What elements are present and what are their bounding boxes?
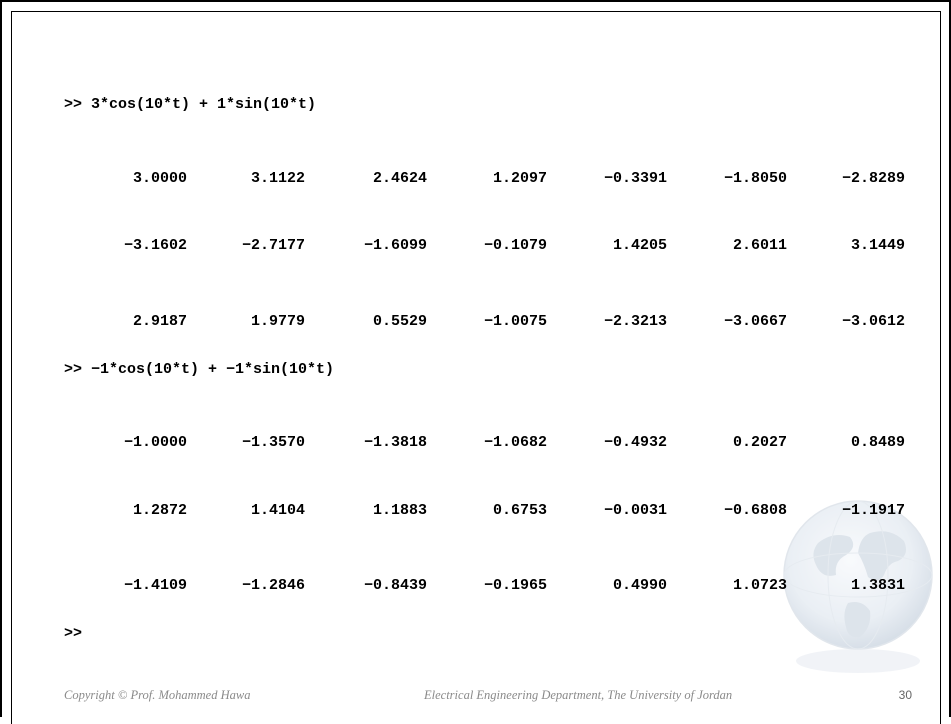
output-value: −3.1602 bbox=[123, 237, 187, 254]
output-value: 0.4990 bbox=[612, 577, 667, 594]
output-value: −2.3213 bbox=[603, 313, 667, 330]
output-value: −3.0612 bbox=[841, 313, 905, 330]
output-value: −3.0667 bbox=[723, 313, 787, 330]
command-prompt: >> bbox=[64, 625, 83, 642]
page-number: 30 bbox=[898, 688, 912, 702]
output-row: 1.2872 1.4104 1.1883 0.6753 −0.0031 −0.6808 −1… bbox=[0, 502, 951, 522]
output-value: 1.0723 bbox=[732, 577, 787, 594]
output-value: −0.0031 bbox=[603, 502, 667, 519]
command-line-1: >> 3*cos(10*t) + 1*sin(10*t) bbox=[64, 96, 317, 113]
output-value: −1.0000 bbox=[123, 434, 187, 451]
output-value: 1.2872 bbox=[132, 502, 187, 519]
output-value: −1.8050 bbox=[723, 170, 787, 187]
output-value: −2.7177 bbox=[241, 237, 305, 254]
output-value: 0.2027 bbox=[732, 434, 787, 451]
output-value: 2.4624 bbox=[372, 170, 427, 187]
output-value: −0.3391 bbox=[603, 170, 667, 187]
output-value: −0.4932 bbox=[603, 434, 667, 451]
globe-icon bbox=[783, 500, 933, 673]
output-value: 1.4205 bbox=[612, 237, 667, 254]
output-row: −3.1602 −2.7177 −1.6099 −0.1079 1.4205 2.6011… bbox=[0, 237, 951, 257]
output-value: −0.1079 bbox=[483, 237, 547, 254]
output-value: −0.6808 bbox=[723, 502, 787, 519]
output-value: 3.0000 bbox=[132, 170, 187, 187]
output-value: 3.1449 bbox=[850, 237, 905, 254]
output-value: −1.6099 bbox=[363, 237, 427, 254]
output-row: 2.9187 1.9779 0.5529 −1.0075 −2.3213 −3.0667 −… bbox=[0, 313, 951, 333]
output-value: 1.9779 bbox=[250, 313, 305, 330]
output-value: −1.1917 bbox=[841, 502, 905, 519]
output-row: −1.4109 −1.2846 −0.8439 −0.1965 0.4990 1.0723… bbox=[0, 577, 951, 597]
output-value: −1.4109 bbox=[123, 577, 187, 594]
output-value: 2.9187 bbox=[132, 313, 187, 330]
output-value: −1.2846 bbox=[241, 577, 305, 594]
output-value: −2.8289 bbox=[841, 170, 905, 187]
output-value: −1.3818 bbox=[363, 434, 427, 451]
output-value: 2.6011 bbox=[732, 237, 787, 254]
output-value: −1.3570 bbox=[241, 434, 305, 451]
output-value: 1.1883 bbox=[372, 502, 427, 519]
footer-department: Electrical Engineering Department, The U… bbox=[424, 688, 733, 702]
output-value: −1.0075 bbox=[483, 313, 547, 330]
output-value: 0.5529 bbox=[372, 313, 427, 330]
output-value: 0.8489 bbox=[850, 434, 905, 451]
output-value: 1.3831 bbox=[850, 577, 905, 594]
output-value: 1.2097 bbox=[492, 170, 547, 187]
command-line-2: >> −1*cos(10*t) + −1*sin(10*t) bbox=[64, 361, 335, 378]
output-value: 0.6753 bbox=[492, 502, 547, 519]
output-value: −0.1965 bbox=[483, 577, 547, 594]
output-value: 1.4104 bbox=[250, 502, 305, 519]
output-row: −1.0000 −1.3570 −1.3818 −1.0682 −0.4932 0.202… bbox=[0, 434, 951, 454]
output-value: 3.1122 bbox=[250, 170, 305, 187]
output-row: 3.0000 3.1122 2.4624 1.2097 −0.3391 −1.8050 −2… bbox=[0, 170, 951, 190]
output-value: −1.0682 bbox=[483, 434, 547, 451]
output-value: −0.8439 bbox=[363, 577, 427, 594]
footer-copyright: Copyright © Prof. Mohammed Hawa bbox=[64, 688, 251, 702]
